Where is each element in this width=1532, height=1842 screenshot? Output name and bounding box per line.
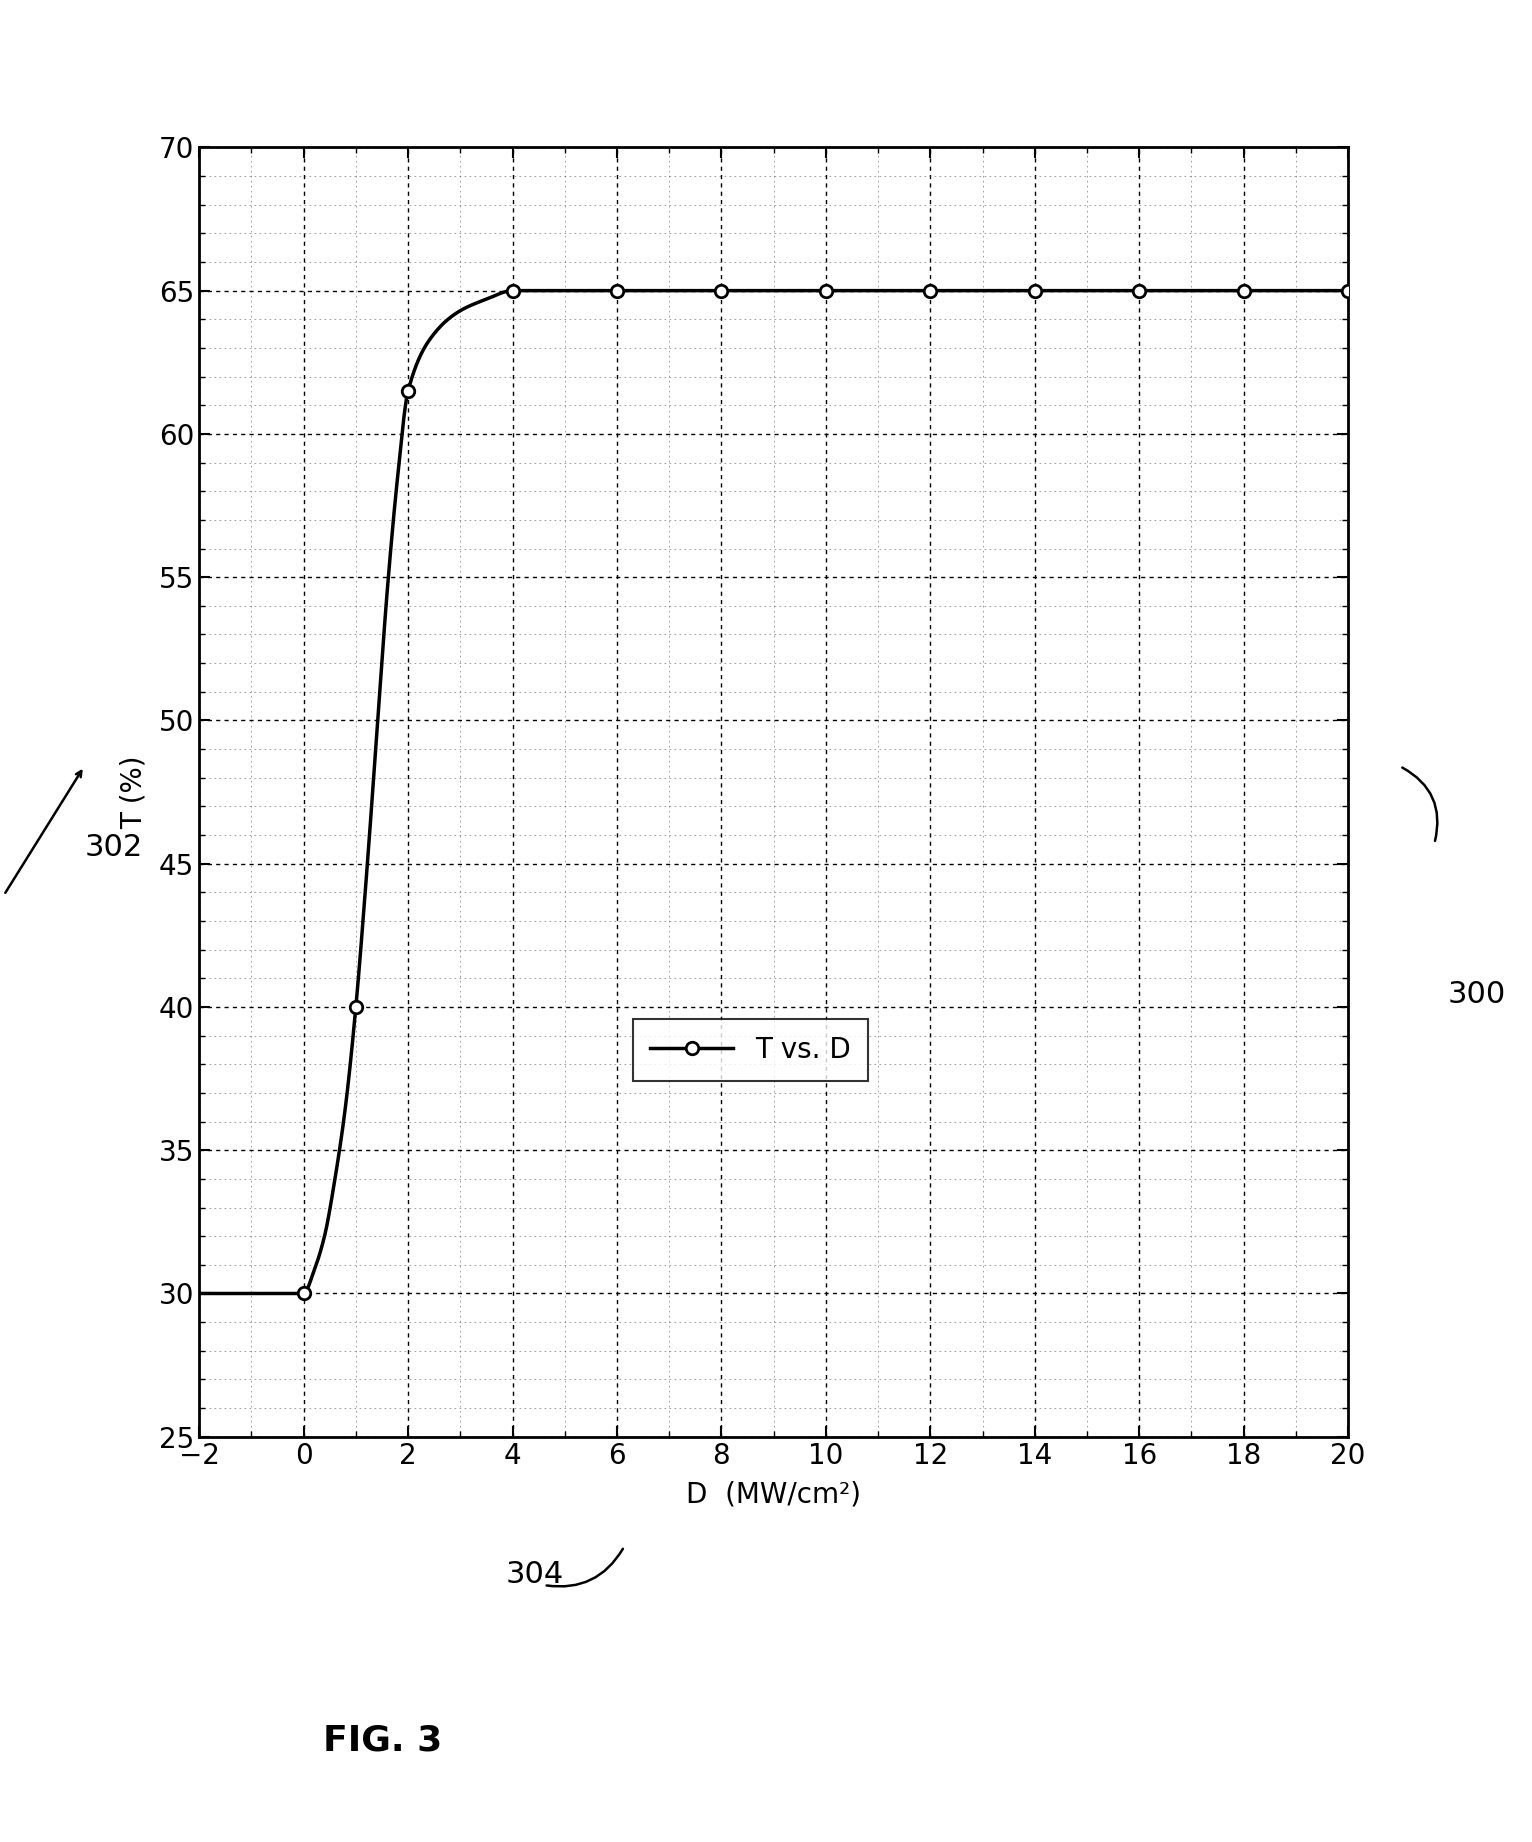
Y-axis label: T (%): T (%) (119, 755, 147, 829)
Text: 302: 302 (84, 833, 142, 862)
Text: 304: 304 (506, 1560, 564, 1590)
Text: FIG. 3: FIG. 3 (323, 1724, 443, 1757)
Text: 300: 300 (1448, 980, 1506, 1009)
X-axis label: D  (MW/cm²): D (MW/cm²) (686, 1481, 861, 1509)
Legend: T vs. D: T vs. D (633, 1019, 869, 1081)
